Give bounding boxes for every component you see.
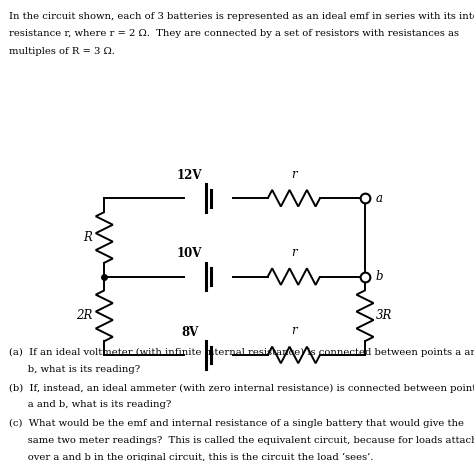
Text: b: b xyxy=(375,270,383,283)
Text: 8V: 8V xyxy=(181,326,198,339)
Text: r: r xyxy=(291,325,297,337)
Text: multiples of R = 3 Ω.: multiples of R = 3 Ω. xyxy=(9,47,114,56)
Text: r: r xyxy=(291,168,297,181)
Text: same two meter readings?  This is called the equivalent circuit, because for loa: same two meter readings? This is called … xyxy=(9,436,474,445)
Text: In the circuit shown, each of 3 batteries is represented as an ideal emf in seri: In the circuit shown, each of 3 batterie… xyxy=(9,12,474,21)
Text: (b)  If, instead, an ideal ammeter (with zero internal resistance) is connected : (b) If, instead, an ideal ammeter (with … xyxy=(9,384,474,393)
Text: resistance r, where r = 2 Ω.  They are connected by a set of resistors with resi: resistance r, where r = 2 Ω. They are co… xyxy=(9,29,458,38)
Text: r: r xyxy=(291,246,297,259)
Text: (c)  What would be the emf and internal resistance of a single battery that woul: (c) What would be the emf and internal r… xyxy=(9,419,464,428)
Text: 2R: 2R xyxy=(76,309,92,322)
Text: 3R: 3R xyxy=(375,309,392,322)
Text: over a and b in the original circuit, this is the circuit the load ‘sees’.: over a and b in the original circuit, th… xyxy=(9,452,373,461)
Text: a: a xyxy=(375,192,383,205)
Text: b, what is its reading?: b, what is its reading? xyxy=(9,365,140,374)
Text: 10V: 10V xyxy=(177,248,202,260)
Text: 12V: 12V xyxy=(177,169,202,182)
Text: R: R xyxy=(83,231,92,244)
Text: (a)  If an ideal voltmeter (with infinite internal resistance) is connected betw: (a) If an ideal voltmeter (with infinite… xyxy=(9,348,474,357)
Text: a and b, what is its reading?: a and b, what is its reading? xyxy=(9,400,171,409)
